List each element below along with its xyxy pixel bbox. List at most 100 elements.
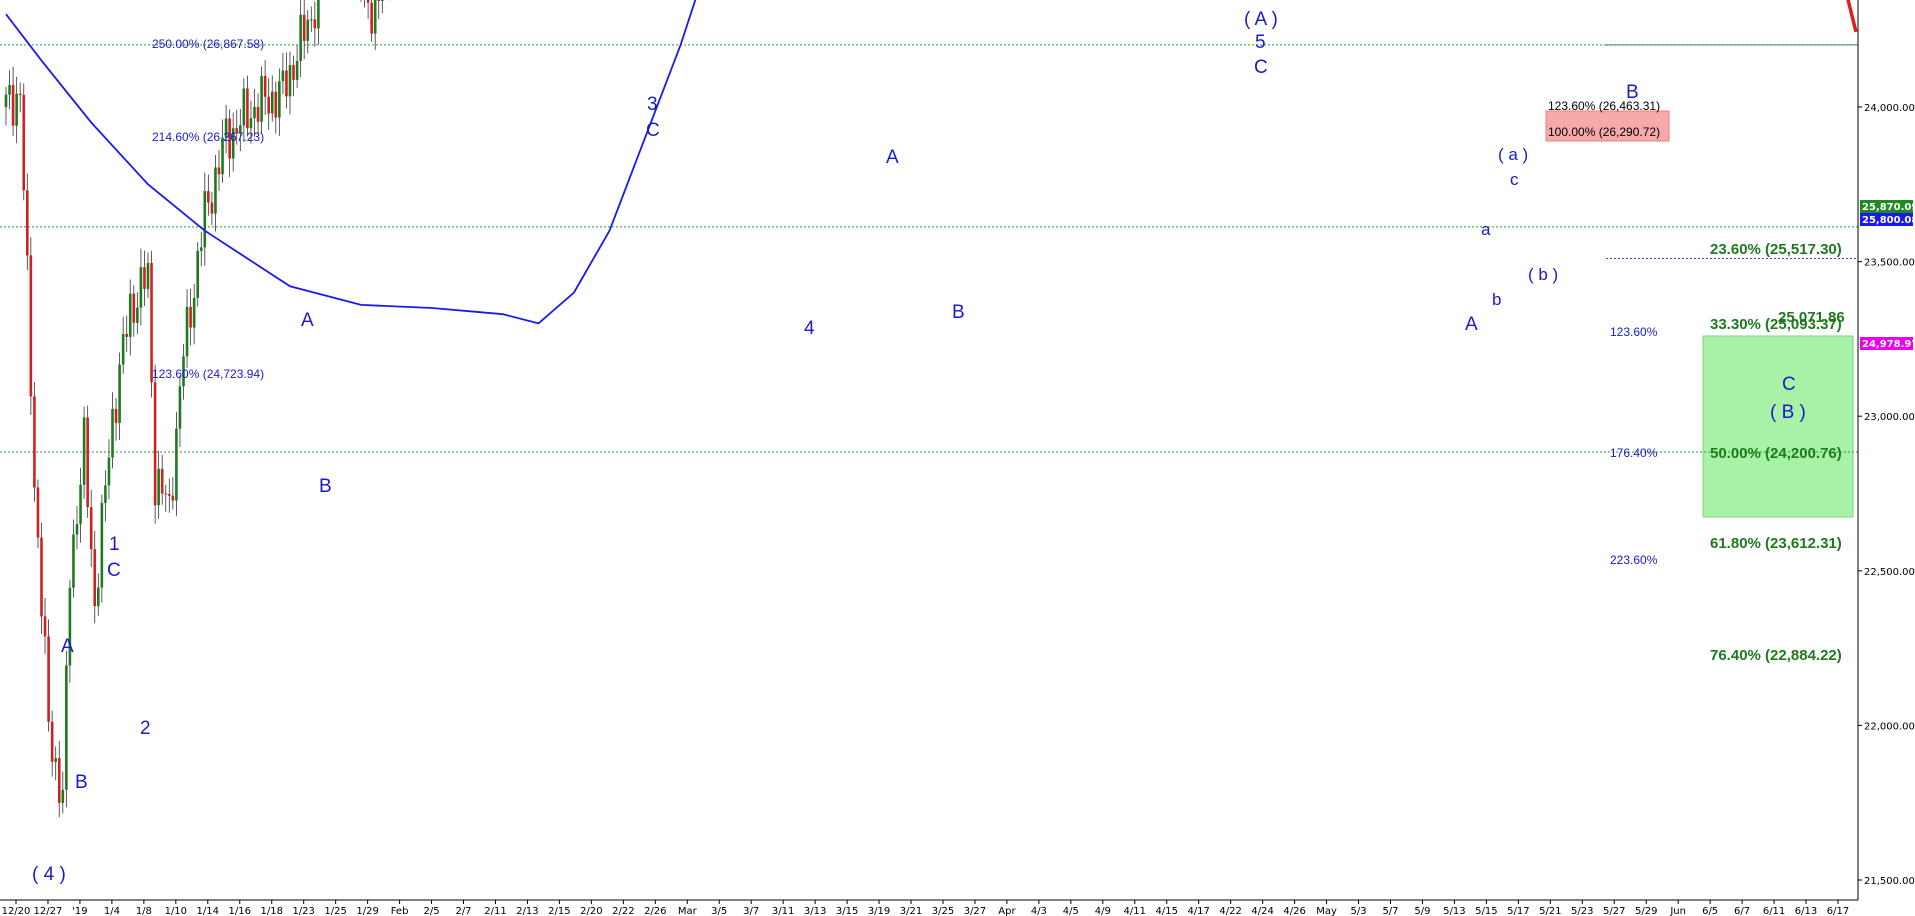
candle-body	[249, 118, 253, 129]
x-tick-label: 4/24	[1251, 906, 1273, 916]
candle-body	[8, 84, 11, 95]
wave-label-B-primary: ( B )	[1770, 402, 1806, 423]
x-tick-label: 2/11	[484, 906, 506, 916]
candle-body	[26, 190, 29, 256]
candle-body	[86, 417, 89, 508]
wave-label-A-4: A	[886, 147, 899, 168]
candle-body	[40, 537, 43, 617]
x-tick-label: 6/17	[1827, 906, 1849, 916]
candle-body	[270, 91, 274, 114]
price-tag-blue-bg	[1860, 213, 1913, 226]
wave-label-A-primary: ( A )	[1244, 9, 1278, 30]
wave-label-A-1: A	[61, 636, 74, 657]
x-tick-label: Feb	[391, 906, 409, 916]
fib-label-ext-176: 176.40%	[1610, 446, 1658, 460]
wave-label-4: 4	[804, 318, 815, 339]
wave-label-C-5: C	[1254, 57, 1268, 78]
candle-body	[114, 409, 118, 423]
wave-label-3: 3	[647, 94, 658, 115]
candle-body	[97, 587, 100, 607]
fib-label-ext-123: 123.60%	[1610, 325, 1658, 339]
x-tick-label: 5/23	[1571, 906, 1593, 916]
candle-body	[79, 484, 82, 525]
fib-label-23-6: 23.60% (25,517.30)	[1710, 241, 1842, 258]
fib-label-61-8: 61.80% (23,612.31)	[1710, 535, 1842, 552]
y-tick-label: 21,500.00	[1864, 876, 1915, 887]
x-tick-label: 3/25	[932, 906, 954, 916]
x-tick-label: 5/9	[1414, 906, 1430, 916]
x-tick-label: 4/9	[1095, 906, 1111, 916]
x-tick-label: 3/7	[743, 906, 759, 916]
candle-body	[263, 75, 267, 97]
x-tick-label: 5/3	[1350, 906, 1366, 916]
x-tick-label: 5/29	[1635, 906, 1657, 916]
fib-label-214: 214.60% (26,267.23)	[152, 130, 264, 144]
candlestick-series	[4, 0, 390, 818]
wave-label-C-target: C	[1782, 374, 1796, 395]
candle-body	[292, 65, 295, 80]
x-tick-label: 12/20	[2, 906, 31, 916]
candle-body	[164, 493, 168, 495]
x-tick-label: 2/7	[455, 906, 471, 916]
x-tick-label: 3/15	[836, 906, 858, 916]
price-tag-magenta: 24,978.97	[1862, 339, 1915, 350]
x-tick-label: 4/5	[1063, 906, 1079, 916]
candle-body	[29, 255, 33, 397]
y-tick-label: 22,000.00	[1864, 721, 1915, 732]
candle-body	[370, 2, 373, 34]
candle-body	[306, 19, 310, 41]
candle-body	[224, 118, 228, 138]
candle-body	[36, 487, 40, 538]
x-axis-ticks: 12/20 12/27 '19 1/4 1/8 1/10 1/14 1/16 1/18 1/23 1…	[2, 900, 1849, 916]
candle-body	[278, 81, 281, 118]
x-tick-label: May	[1316, 906, 1337, 916]
candle-body	[313, 19, 317, 29]
candle-body	[143, 267, 146, 289]
x-tick-label: 1/8	[136, 906, 152, 916]
x-tick-label: 2/13	[516, 906, 538, 916]
candle-body	[50, 721, 54, 762]
candle-body	[295, 60, 299, 80]
candle-body	[210, 202, 214, 214]
x-tick-label: 5/27	[1603, 906, 1625, 916]
candle-body	[11, 84, 15, 126]
fib-level-lines	[0, 44, 1858, 453]
wave-label-b-paren: ( b )	[1528, 265, 1558, 284]
candle-body	[288, 65, 292, 97]
fib-label-76-4: 76.40% (22,884.22)	[1710, 647, 1842, 664]
x-tick-label: 4/26	[1283, 906, 1305, 916]
x-tick-label: 2/5	[423, 906, 439, 916]
candle-body	[136, 307, 139, 323]
candle-body	[221, 137, 224, 175]
wave-label-A-5: A	[1465, 314, 1478, 335]
wave-label-1: 1	[109, 534, 120, 555]
fib-label-250: 250.00% (26,867.58)	[152, 37, 264, 51]
candle-body	[160, 468, 164, 494]
x-tick-label: 1/23	[292, 906, 314, 916]
wave-label-B-target: B	[1626, 82, 1639, 103]
x-tick-label: 2/15	[548, 906, 570, 916]
x-tick-label: 1/16	[229, 906, 251, 916]
candle-body	[57, 758, 61, 803]
candle-body	[128, 293, 132, 337]
candle-body	[47, 636, 50, 722]
x-tick-label: 6/11	[1763, 906, 1785, 916]
candle-body	[72, 534, 75, 588]
x-tick-label: 12/27	[34, 906, 63, 916]
x-tick-label: 4/22	[1219, 906, 1241, 916]
wave-label-a: a	[1481, 220, 1491, 239]
candle-body	[150, 263, 153, 383]
x-tick-label: 6/13	[1795, 906, 1817, 916]
x-tick-label: 3/27	[964, 906, 986, 916]
fib-label-ext-223: 223.60%	[1610, 553, 1658, 567]
candle-body	[107, 457, 111, 486]
candle-body	[118, 364, 121, 423]
x-tick-label: 1/29	[356, 906, 378, 916]
candle-body	[377, 0, 381, 2]
wave-label-C-3: C	[646, 120, 660, 141]
x-tick-label: 3/21	[900, 906, 922, 916]
candle-body	[18, 93, 22, 95]
price-tag-green-bg	[1860, 200, 1913, 213]
candle-body	[299, 14, 302, 61]
candle-body	[253, 106, 256, 119]
